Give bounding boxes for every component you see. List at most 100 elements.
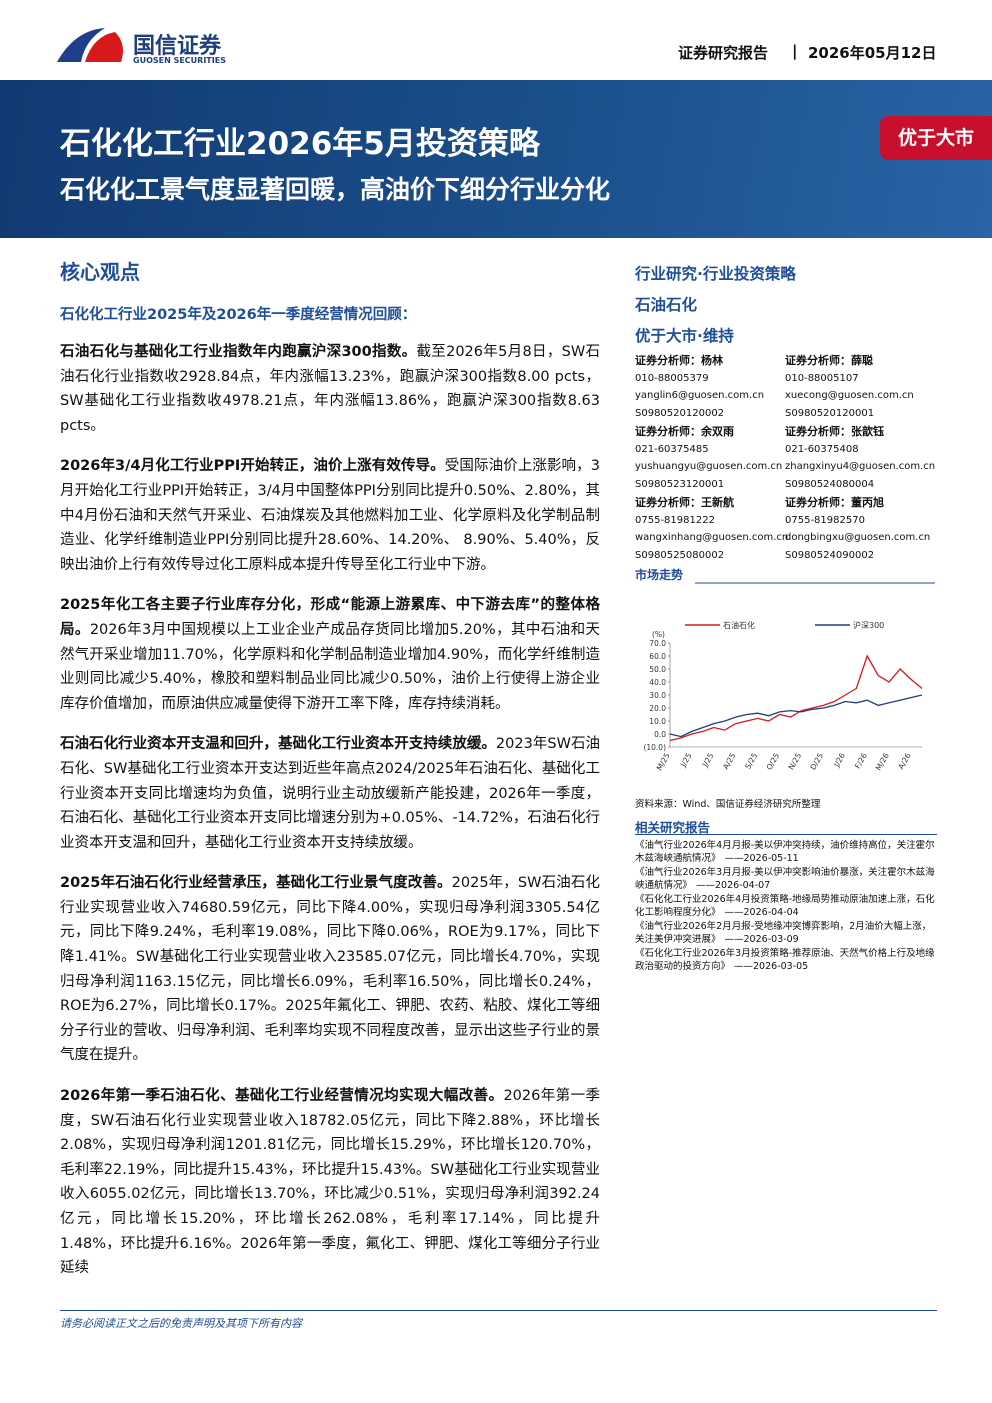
section-subheading: 石化化工行业2025年及2026年一季度经营情况回顾：	[60, 307, 417, 323]
analyst-cert: S0980520120002	[635, 407, 725, 419]
related-item: 《石化化工行业2026年3月投资策略-推荐原油、天然气价格上行及地缘政治驱动的投…	[635, 948, 937, 973]
x-tick-label: J/26	[832, 751, 848, 769]
analyst: 证券分析师：董丙旭 0755-81982570 dongbingxu@guosen.…	[785, 494, 935, 564]
disclaimer: 请务必阅读正文之后的免责声明及其项下所有内容	[60, 1317, 302, 1330]
analyst-cert: S0980520120001	[785, 407, 875, 419]
x-tick-label: F/26	[853, 751, 869, 770]
rule	[635, 834, 937, 835]
analyst-cert: S0980524080004	[785, 478, 875, 490]
analyst-email: zhangxinyu4@guosen.com.cn	[785, 461, 936, 472]
analyst-email: xuecong@guosen.com.cn	[785, 390, 914, 401]
analyst: 证券分析师：张歆钰 021-60375408 zhangxinyu4@guosen.…	[785, 423, 935, 493]
paragraph: 石油石化与基础化工行业指数年内跑赢沪深300指数。截至2026年5月8日，SW石…	[60, 340, 600, 438]
analyst-phone: 0755-81982570	[785, 514, 865, 526]
related-date: ——2026-03-05	[734, 960, 809, 972]
analyst: 证券分析师：杨林 010-88005379 yanglin6@guosen.com.…	[635, 352, 785, 422]
x-tick-label: O/25	[765, 751, 782, 771]
industry: 石油石化	[635, 296, 698, 314]
paragraph: 石油石化行业资本开支温和回升，基础化工行业资本开支持续放缓。2023年SW石油石…	[60, 732, 600, 855]
analyst-label: 证券分析师：薛聪	[785, 354, 873, 367]
paragraph-lead: 石油石化与基础化工行业指数年内跑赢沪深300指数。	[60, 344, 417, 360]
title: 石化化工行业2026年5月投资策略	[60, 126, 540, 162]
rating: 优于大市·维持	[635, 327, 734, 345]
analyst-label: 证券分析师：王新航	[635, 496, 734, 509]
paragraph-body: 2026年第一季度，SW石油石化行业实现营业收入18782.05亿元，同比下降2…	[60, 1088, 600, 1277]
analyst-phone: 010-88005107	[785, 372, 859, 384]
analyst-label: 证券分析师：张歆钰	[785, 425, 884, 438]
series-line	[669, 694, 923, 738]
report-type: 证券研究报告	[678, 44, 769, 62]
related-item: 《油气行业2026年4月月报-美以伊冲突持续，油价维持高位，关注霍尔木兹海峡通航…	[635, 840, 937, 865]
x-tick-label: D/25	[808, 751, 825, 771]
paragraph: 2025年化工各主要子行业库存分化，形成“能源上游累库、中下游去库”的整体格局。…	[60, 593, 600, 716]
series-line	[669, 654, 923, 742]
paragraph: 2025年石油石化行业经营承压，基础化工行业景气度改善。2025年，SW石油石化…	[60, 871, 600, 1068]
analyst-cert: S0980523120001	[635, 478, 725, 490]
x-tick-label: N/25	[787, 751, 804, 771]
paragraph-lead: 石油石化行业资本开支温和回升，基础化工行业资本开支持续放缓。	[60, 736, 496, 753]
y-tick-label: 20.0	[649, 704, 666, 713]
x-tick-label: A/26	[896, 751, 913, 771]
related-heading: 相关研究报告	[635, 820, 711, 835]
logo-en: GUOSEN SECURITIES	[133, 56, 226, 65]
related-title: 《油气行业2026年3月月报-美以伊冲突影响油价暴涨，关注霍尔木兹海峡通航情况》	[635, 867, 935, 891]
related-title: 《石化化工行业2026年3月投资策略-推荐原油、天然气价格上行及地缘政治驱动的投…	[635, 948, 935, 972]
report-date: 2026年05月12日	[808, 44, 937, 62]
related-title: 《石化化工行业2026年4月投资策略-地缘局势推动原油加速上涨，石化化工影响程度…	[635, 894, 935, 918]
y-tick-label: 0.0	[654, 730, 666, 739]
paragraph: 2026年第一季石油石化、基础化工行业经营情况均实现大幅改善。2026年第一季度…	[60, 1084, 600, 1281]
paragraph-body: 截至2026年5月8日，SW石油石化行业指数收2928.84点，年内涨幅13.2…	[60, 344, 600, 434]
analyst-phone: 021-60375408	[785, 443, 859, 455]
y-tick-label: 50.0	[649, 665, 666, 674]
y-tick-label: 30.0	[649, 691, 666, 700]
related-item: 《石化化工行业2026年4月投资策略-地缘局势推动原油加速上涨，石化化工影响程度…	[635, 894, 937, 919]
paragraphs: 石油石化与基础化工行业指数年内跑赢沪深300指数。截至2026年5月8日，SW石…	[60, 340, 600, 1281]
related-item: 《油气行业2026年2月月报-受地缘冲突博弈影响，2月油价大幅上涨，关注美伊冲突…	[635, 921, 937, 946]
related-title: 《油气行业2026年4月月报-美以伊冲突持续，油价维持高位，关注霍尔木兹海峡通航…	[635, 840, 935, 864]
paragraph-lead: 2026年3/4月化工行业PPI开始转正，油价上涨有效传导。	[60, 458, 445, 475]
related-date: ——2026-03-09	[724, 933, 799, 945]
core-view: 核心观点 石化化工行业2025年及2026年一季度经营情况回顾： 石油石化与基础…	[60, 256, 600, 1310]
analyst: 证券分析师：余双雨 021-60375485 yushuangyu@guosen.c…	[635, 423, 785, 493]
paragraph-body: 2026年3月中国规模以上工业企业产成品存货同比增加5.20%，其中石油和天然气…	[60, 621, 600, 712]
y-tick-label: (10.0)	[643, 743, 666, 752]
analyst: 证券分析师：王新航 0755-81981222 wangxinhang@guosen…	[635, 494, 789, 564]
rating-badge: 优于大市	[880, 116, 992, 160]
subtitle: 石化化工景气度显著回暖，高油价下细分行业分化	[60, 175, 611, 204]
analyst-phone: 021-60375485	[635, 443, 709, 455]
chart-source: 资料来源：Wind、国信证券经济研究所整理	[635, 799, 821, 810]
footer-rule	[60, 1310, 937, 1311]
analyst: 证券分析师：薛聪 010-88005107 xuecong@guosen.com.c…	[785, 352, 935, 422]
separator: |	[792, 42, 798, 60]
analyst-email: yanglin6@guosen.com.cn	[635, 390, 765, 401]
banner	[0, 80, 992, 238]
analyst-email: wangxinhang@guosen.com.cn	[635, 532, 789, 543]
paragraph-body: 2025年，SW石油石化行业实现营业收入74680.59亿元，同比下降4.00%…	[60, 875, 600, 1064]
analyst-cert: S0980525080002	[635, 549, 725, 561]
x-tick-label: J/25	[678, 751, 694, 769]
analyst-label: 证券分析师：余双雨	[635, 425, 734, 438]
y-tick-label: 10.0	[649, 717, 666, 726]
legend-label: 沪深300	[853, 620, 884, 630]
logo-mark	[57, 28, 123, 62]
related-title: 《油气行业2026年2月月报-受地缘冲突博弈影响，2月油价大幅上涨，关注美伊冲突…	[635, 921, 932, 945]
section-heading: 核心观点	[60, 260, 140, 284]
analyst-phone: 010-88005379	[635, 372, 709, 384]
analyst-cert: S0980524090002	[785, 549, 875, 561]
x-tick-label: J/25	[700, 751, 716, 769]
y-tick-label: 40.0	[649, 678, 666, 687]
legend-label: 石油石化	[723, 620, 755, 630]
related-date: ——2026-04-04	[724, 906, 799, 918]
y-tick-label: 60.0	[649, 652, 666, 661]
category: 行业研究·行业投资策略	[635, 265, 796, 283]
paragraph-lead: 2026年第一季石油石化、基础化工行业经营情况均实现大幅改善。	[60, 1088, 504, 1105]
analyst-email: yushuangyu@guosen.com.cn	[635, 461, 783, 472]
x-tick-label: A/25	[721, 751, 738, 771]
chart-title: 市场走势	[635, 567, 683, 582]
y-unit: (%)	[652, 630, 665, 639]
x-tick-label: M/26	[874, 751, 891, 772]
market-chart: 市场走势 (%)70.0 60.0 50.0 40.0 30.0 20.0 10.0 0.0 (1…	[635, 567, 935, 772]
related-date: ——2026-05-11	[724, 852, 799, 864]
paragraph-lead: 2025年化工各主要子行业库存分化，形成“能源上游累库、中下游去库”的整体格局。	[60, 597, 600, 638]
